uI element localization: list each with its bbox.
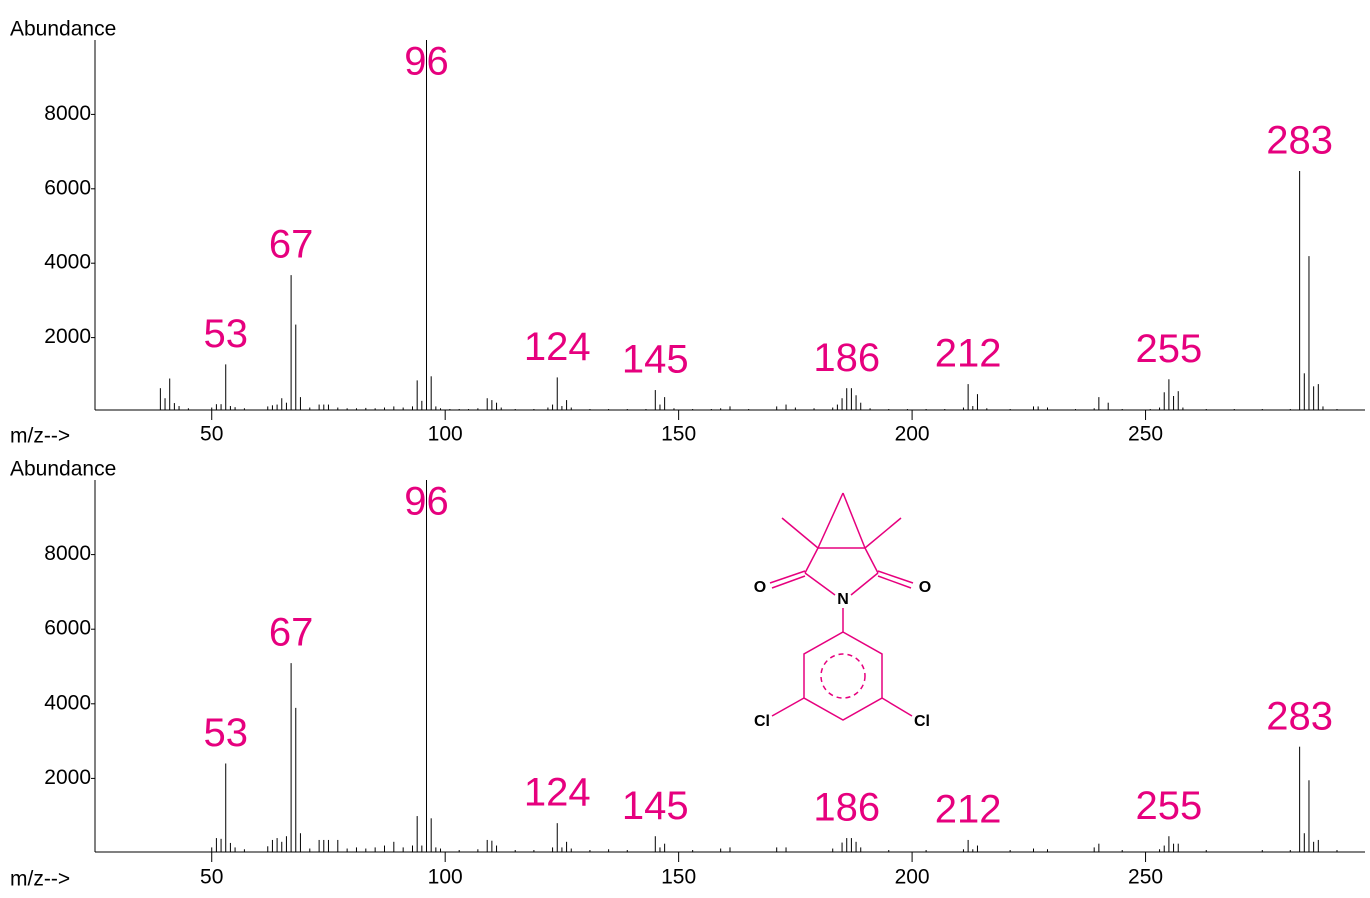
peak-label: 124 xyxy=(524,325,591,369)
y-tick-label: 6000 xyxy=(44,176,91,199)
peak-label: 212 xyxy=(935,788,1002,832)
x-tick-label: 150 xyxy=(661,866,696,889)
molecule-structure: O O N Cl Cl xyxy=(754,492,931,730)
peak-label: 67 xyxy=(269,611,314,655)
peak-label: 255 xyxy=(1136,784,1203,828)
peak-label: 124 xyxy=(524,771,591,815)
x-tick-label: 200 xyxy=(895,866,930,889)
y-axis-label: Abundance xyxy=(10,18,116,41)
x-tick-label: 100 xyxy=(428,866,463,889)
peak-label: 283 xyxy=(1266,694,1333,738)
x-tick-label: 100 xyxy=(428,423,463,446)
y-tick-label: 2000 xyxy=(44,766,91,789)
peak-label: 283 xyxy=(1266,119,1333,163)
peak-label: 67 xyxy=(269,223,314,267)
peak-label: 145 xyxy=(622,338,689,382)
y-tick-label: 2000 xyxy=(44,325,91,348)
atom-label: Cl xyxy=(914,713,930,730)
x-tick-label: 150 xyxy=(661,423,696,446)
atom-label: O xyxy=(754,579,766,596)
y-axis-label: Abundance xyxy=(10,458,116,481)
peak-label: 145 xyxy=(622,784,689,828)
peak-label: 186 xyxy=(813,786,880,830)
peak-label: 212 xyxy=(935,332,1002,376)
y-tick-label: 8000 xyxy=(44,542,91,565)
x-tick-label: 50 xyxy=(200,423,223,446)
peak-label: 96 xyxy=(404,480,449,524)
peak-label: 255 xyxy=(1136,327,1203,371)
x-tick-label: 250 xyxy=(1128,866,1163,889)
peak-label: 96 xyxy=(404,40,449,84)
y-tick-label: 8000 xyxy=(44,102,91,125)
x-tick-label: 50 xyxy=(200,866,223,889)
peak-label: 186 xyxy=(813,336,880,380)
y-tick-label: 4000 xyxy=(44,251,91,274)
atom-label: N xyxy=(837,591,849,608)
atom-label: O xyxy=(919,579,931,596)
y-tick-label: 4000 xyxy=(44,691,91,714)
x-tick-label: 200 xyxy=(895,423,930,446)
x-tick-label: 250 xyxy=(1128,423,1163,446)
atom-label: Cl xyxy=(754,713,770,730)
peak-label: 53 xyxy=(203,711,248,755)
x-axis-label: m/z--> xyxy=(10,868,70,891)
y-tick-label: 6000 xyxy=(44,617,91,640)
x-axis-label: m/z--> xyxy=(10,425,70,448)
peak-label: 53 xyxy=(203,312,248,356)
